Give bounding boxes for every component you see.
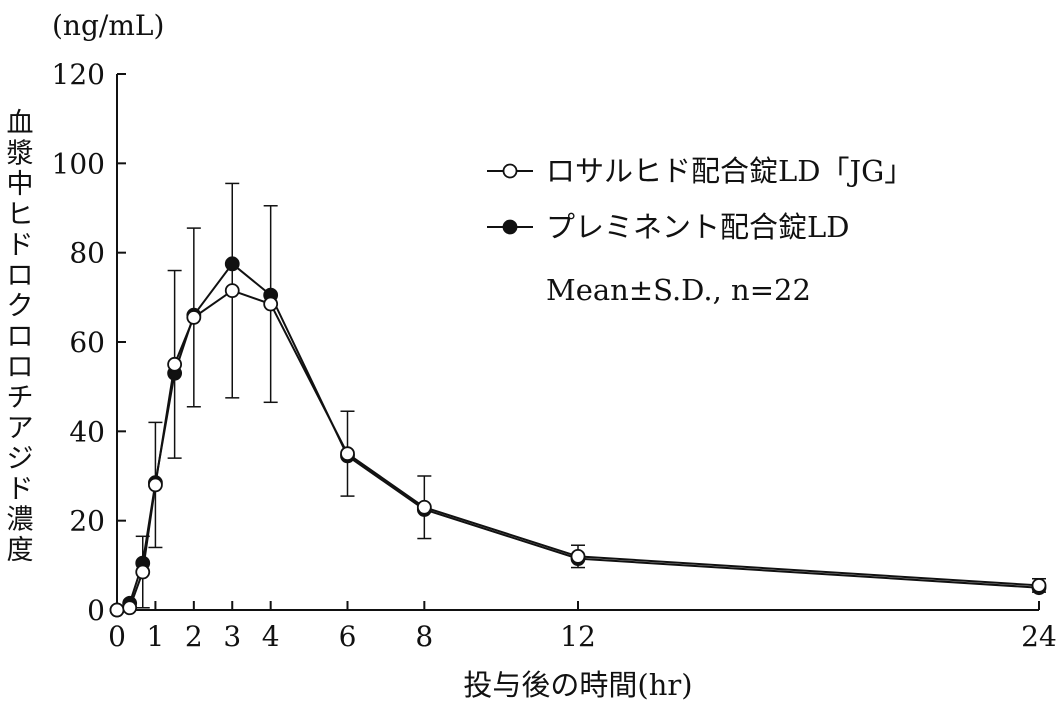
- y-tick-label: 80: [69, 237, 105, 270]
- open-point: [263, 296, 279, 312]
- legend-note: Mean±S.D., n=22: [546, 273, 811, 307]
- y-axis-label-char: 血: [7, 108, 34, 139]
- x-tick-label: 3: [223, 620, 241, 653]
- y-tick-label: 60: [69, 326, 105, 359]
- legend-marker: [502, 219, 518, 235]
- open-point: [186, 310, 202, 325]
- y-axis-label-char: チ: [7, 383, 34, 414]
- y-axis-label-char: ク: [7, 291, 34, 322]
- x-tick-label: 0: [108, 620, 126, 653]
- y-axis-label-char: ロ: [7, 352, 34, 383]
- y-axis-ticks: 0 20 40 60 80 100 120: [52, 58, 126, 627]
- x-tick-label: 8: [415, 620, 433, 653]
- y-axis-label-char: ド: [7, 474, 34, 505]
- y-axis-label-char: ロ: [7, 261, 34, 292]
- filled-point: [224, 256, 240, 272]
- legend: ロサルヒド配合錠LD「JG」プレミネント配合錠LD Mean±S.D., n=22: [487, 154, 913, 307]
- x-axis-ticks: 0 1 2 3 4 6 8 12 24: [108, 601, 1057, 653]
- y-tick-label: 0: [87, 594, 105, 627]
- x-tick-label: 12: [560, 620, 596, 653]
- y-axis-label-char: ド: [7, 230, 34, 261]
- x-axis-label: 投与後の時間(hr): [463, 668, 692, 702]
- legend-marker: [502, 163, 518, 179]
- open-point: [109, 602, 125, 618]
- y-axis-label-char: ヒ: [7, 200, 34, 231]
- y-axis-label-char: 中: [7, 169, 34, 200]
- y-axis-label-char: ア: [7, 413, 34, 444]
- open-point: [340, 446, 355, 462]
- open-point: [167, 356, 183, 372]
- y-tick-label: 20: [69, 505, 105, 538]
- y-axis-label-char: 濃: [7, 505, 34, 536]
- x-tick-label: 6: [339, 620, 357, 653]
- y-unit-label: (ng/mL): [52, 9, 164, 42]
- x-tick-label: 24: [1021, 620, 1057, 653]
- x-tick-label: 1: [147, 620, 165, 653]
- x-tick-label: 2: [185, 620, 203, 653]
- y-tick-label: 120: [52, 58, 105, 91]
- legend-label: プレミネント配合錠LD: [546, 210, 850, 244]
- error-bars: [122, 182, 1046, 611]
- data-points: [109, 256, 1047, 618]
- open-point: [416, 499, 432, 515]
- open-point: [135, 564, 151, 580]
- y-tick-label: 40: [69, 415, 105, 448]
- open-point: [1031, 578, 1047, 593]
- open-point: [122, 600, 138, 616]
- open-point: [224, 283, 240, 299]
- y-axis-label-char: ジ: [7, 444, 34, 475]
- y-axis-label-char: 漿: [7, 139, 34, 170]
- open-point: [148, 477, 163, 493]
- open-point: [570, 549, 586, 564]
- x-tick-label: 4: [262, 620, 280, 653]
- legend-label: ロサルヒド配合錠LD「JG」: [546, 154, 913, 188]
- y-tick-label: 100: [52, 147, 105, 180]
- y-axis-label-char: 度: [7, 535, 34, 566]
- y-axis-label-char: ロ: [7, 322, 34, 353]
